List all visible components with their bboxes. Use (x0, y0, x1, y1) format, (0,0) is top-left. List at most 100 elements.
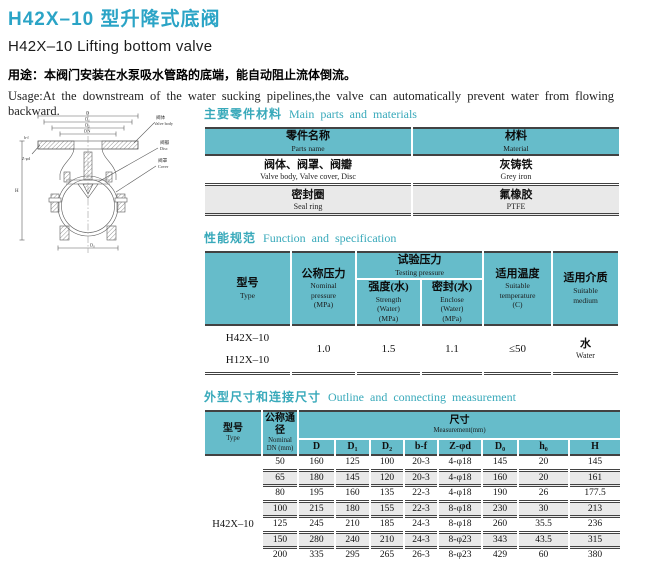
dim-value-cell: 120 (371, 471, 403, 488)
dim-value-cell: 8-φ18 (439, 502, 481, 519)
dim-value-cell: 180 (336, 502, 369, 519)
dim-data-row: 80 195 160 135 22-3 4-φ18 190 26 177.5 (205, 487, 621, 503)
spec-col-strength-en: Strength (Water) (MPa) (375, 295, 402, 323)
callout-valve-body-cn: 阀体 (156, 114, 166, 121)
dim-value-cell: 190 (483, 487, 517, 503)
callout-cover-cn: 阀罩 (158, 157, 168, 164)
spec-nominal-cell: 1.0 (292, 326, 355, 376)
usage-text-cn: 用途：本阀门安装在水泵吸水管路的底端，能自动阻止流体倒流。 (8, 68, 357, 82)
materials-col-parts-cn: 零件名称 (286, 130, 330, 142)
dimensions-heading-en: Outline and connecting measurement (328, 390, 516, 405)
dim-data-row: 65 180 145 120 20-3 4-φ18 160 20 161 (205, 471, 621, 488)
valve-technical-drawing: D D₁ D₂ DN H D₀ b-f Z-φd 阀体 Valve body 阀… (14, 110, 199, 260)
dim-col-dn-en: Nominal DN (mm) (266, 437, 294, 453)
materials-material-cell: 氟橡胶 PTFE (413, 186, 619, 217)
dim-label-D2: D₂ (85, 123, 90, 128)
dim-value-cell: 26-3 (405, 549, 437, 562)
dim-label-bf: b-f (24, 135, 29, 140)
materials-col-material-cn: 材料 (505, 130, 527, 142)
dim-subcol-bf: b-f (405, 439, 437, 457)
materials-table: 零件名称 Parts name 材料 Material 阀体、阀罩、阀瓣 V (203, 127, 621, 217)
dim-label-D0: D₀ (90, 243, 95, 248)
dim-value-cell: 4-φ18 (439, 487, 481, 503)
dim-value-cell: 210 (371, 533, 403, 550)
dim-subcol-Zpd: Z-φd (439, 439, 481, 457)
dim-value-cell: 213 (570, 502, 621, 519)
spec-heading-cn: 性能规范 (204, 231, 257, 246)
material-en: Grey iron (500, 171, 532, 181)
dim-type-value-cell: H42X–10 (205, 456, 261, 562)
spec-temp-cell: ≤50 (484, 326, 551, 376)
dim-value-cell: 60 (519, 549, 568, 562)
dim-value-cell: 30 (519, 502, 568, 519)
dim-subcol-h0: h₀ (519, 439, 568, 457)
dim-value-cell: 215 (299, 502, 334, 519)
spec-col-nominal-cn: 公称压力 (301, 267, 346, 280)
dim-data-row: 125 245 210 185 24-3 8-φ18 260 35.5 236 (205, 518, 621, 534)
spec-col-nominal-en: Nominal pressure (MPa) (310, 281, 337, 310)
spec-heading: 性能规范 Function and specification (204, 229, 620, 246)
spec-col-nominal-pressure: 公称压力 Nominal pressure (MPa) (292, 251, 355, 327)
materials-col-parts: 零件名称 Parts name (205, 127, 411, 157)
dim-dn-cell: 150 (263, 533, 297, 550)
dim-value-cell: 160 (483, 471, 517, 488)
spec-enclose-cell: 1.1 (422, 326, 482, 376)
spec-col-medium: 适用介质 Suitable medium (553, 251, 618, 327)
dim-label-H: H (15, 189, 19, 194)
dim-value-cell: 26 (519, 487, 568, 503)
dim-value-cell: 20 (519, 456, 568, 472)
dim-dn-cell: 200 (263, 549, 297, 562)
spec-heading-en: Function and specification (263, 231, 397, 246)
spec-medium-cn: 水 (580, 338, 591, 351)
spec-col-strength: 强度(水) Strength (Water) (MPa) (357, 280, 420, 327)
dim-col-size-cn: 尺寸 (449, 414, 470, 426)
dim-col-type-cn: 型号 (223, 423, 243, 435)
dim-value-cell: 335 (299, 549, 334, 562)
dim-value-cell: 160 (299, 456, 334, 472)
dim-data-row: 150 280 240 210 24-3 8-φ23 343 43.5 315 (205, 533, 621, 550)
section-specification: 性能规范 Function and specification 型号 Type 公… (203, 229, 620, 376)
dim-dn-cell: 65 (263, 471, 297, 488)
dim-data-row: 100 215 180 155 22-3 8-φ18 230 30 213 (205, 502, 621, 519)
dim-col-dn: 公称通径 Nominal DN (mm) (263, 410, 297, 457)
dim-subcol-D2: D₂ (371, 439, 403, 457)
dim-dn-cell: 80 (263, 487, 297, 503)
dim-value-cell: 135 (371, 487, 403, 503)
dim-value-cell: 177.5 (570, 487, 621, 503)
section-dimensions: 外型尺寸和连接尺寸 Outline and connecting measurem… (203, 388, 621, 562)
spec-col-temp-cn: 适用温度 (495, 267, 540, 280)
section-materials: 主要零件材料 Main parts and materials 零件名称 Part… (203, 105, 621, 217)
spec-col-medium-cn: 适用介质 (563, 272, 608, 285)
dim-value-cell: 245 (299, 518, 334, 534)
dim-dn-cell: 125 (263, 518, 297, 534)
dim-subcol-D1: D₁ (336, 439, 369, 457)
spec-type-cell: H42X–10 H12X–10 (205, 326, 290, 376)
spec-col-enclose-cn: 密封(水) (431, 281, 473, 294)
dim-subcol-H: H (570, 439, 621, 457)
dim-value-cell: 24-3 (405, 518, 437, 534)
dim-value-cell: 155 (371, 502, 403, 519)
dim-label-zpd: Z-φd (22, 156, 30, 161)
dim-dn-cell: 100 (263, 502, 297, 519)
part-name-cn: 密封圈 (291, 188, 325, 201)
dim-data-row: H42X–10 50 160 125 100 20-3 4-φ18 145 20 145 (205, 456, 621, 562)
materials-heading-cn: 主要零件材料 (204, 107, 283, 121)
spec-col-temp-en: Suitable temperature (C) (499, 281, 536, 310)
dim-value-cell: 8-φ18 (439, 518, 481, 534)
dim-value-cell: 210 (336, 518, 369, 534)
callout-cover-en: Cover (158, 164, 169, 169)
dim-value-cell: 145 (570, 456, 621, 472)
materials-row: 阀体、阀罩、阀瓣 Valve body, Valve cover, Disc 灰… (205, 156, 619, 187)
spec-col-type-cn: 型号 (236, 277, 259, 290)
materials-part-cell: 阀体、阀罩、阀瓣 Valve body, Valve cover, Disc (205, 156, 411, 187)
dim-label-DN: DN (84, 129, 91, 134)
dim-value-cell: 145 (336, 471, 369, 488)
dim-label-D: D (86, 111, 90, 116)
spec-col-enclose-en: Enclose (Water) (MPa) (440, 295, 464, 323)
materials-part-cell: 密封圈 Seal ring (205, 186, 411, 217)
materials-col-material-en: Material (503, 143, 529, 153)
spec-medium-cell: 水 Water (553, 326, 618, 376)
dimensions-table-body: H42X–10 50 160 125 100 20-3 4-φ18 145 20 145 65 180… (205, 456, 621, 562)
usage-text-en: Usage:At the downstream of the water suc… (8, 89, 615, 118)
